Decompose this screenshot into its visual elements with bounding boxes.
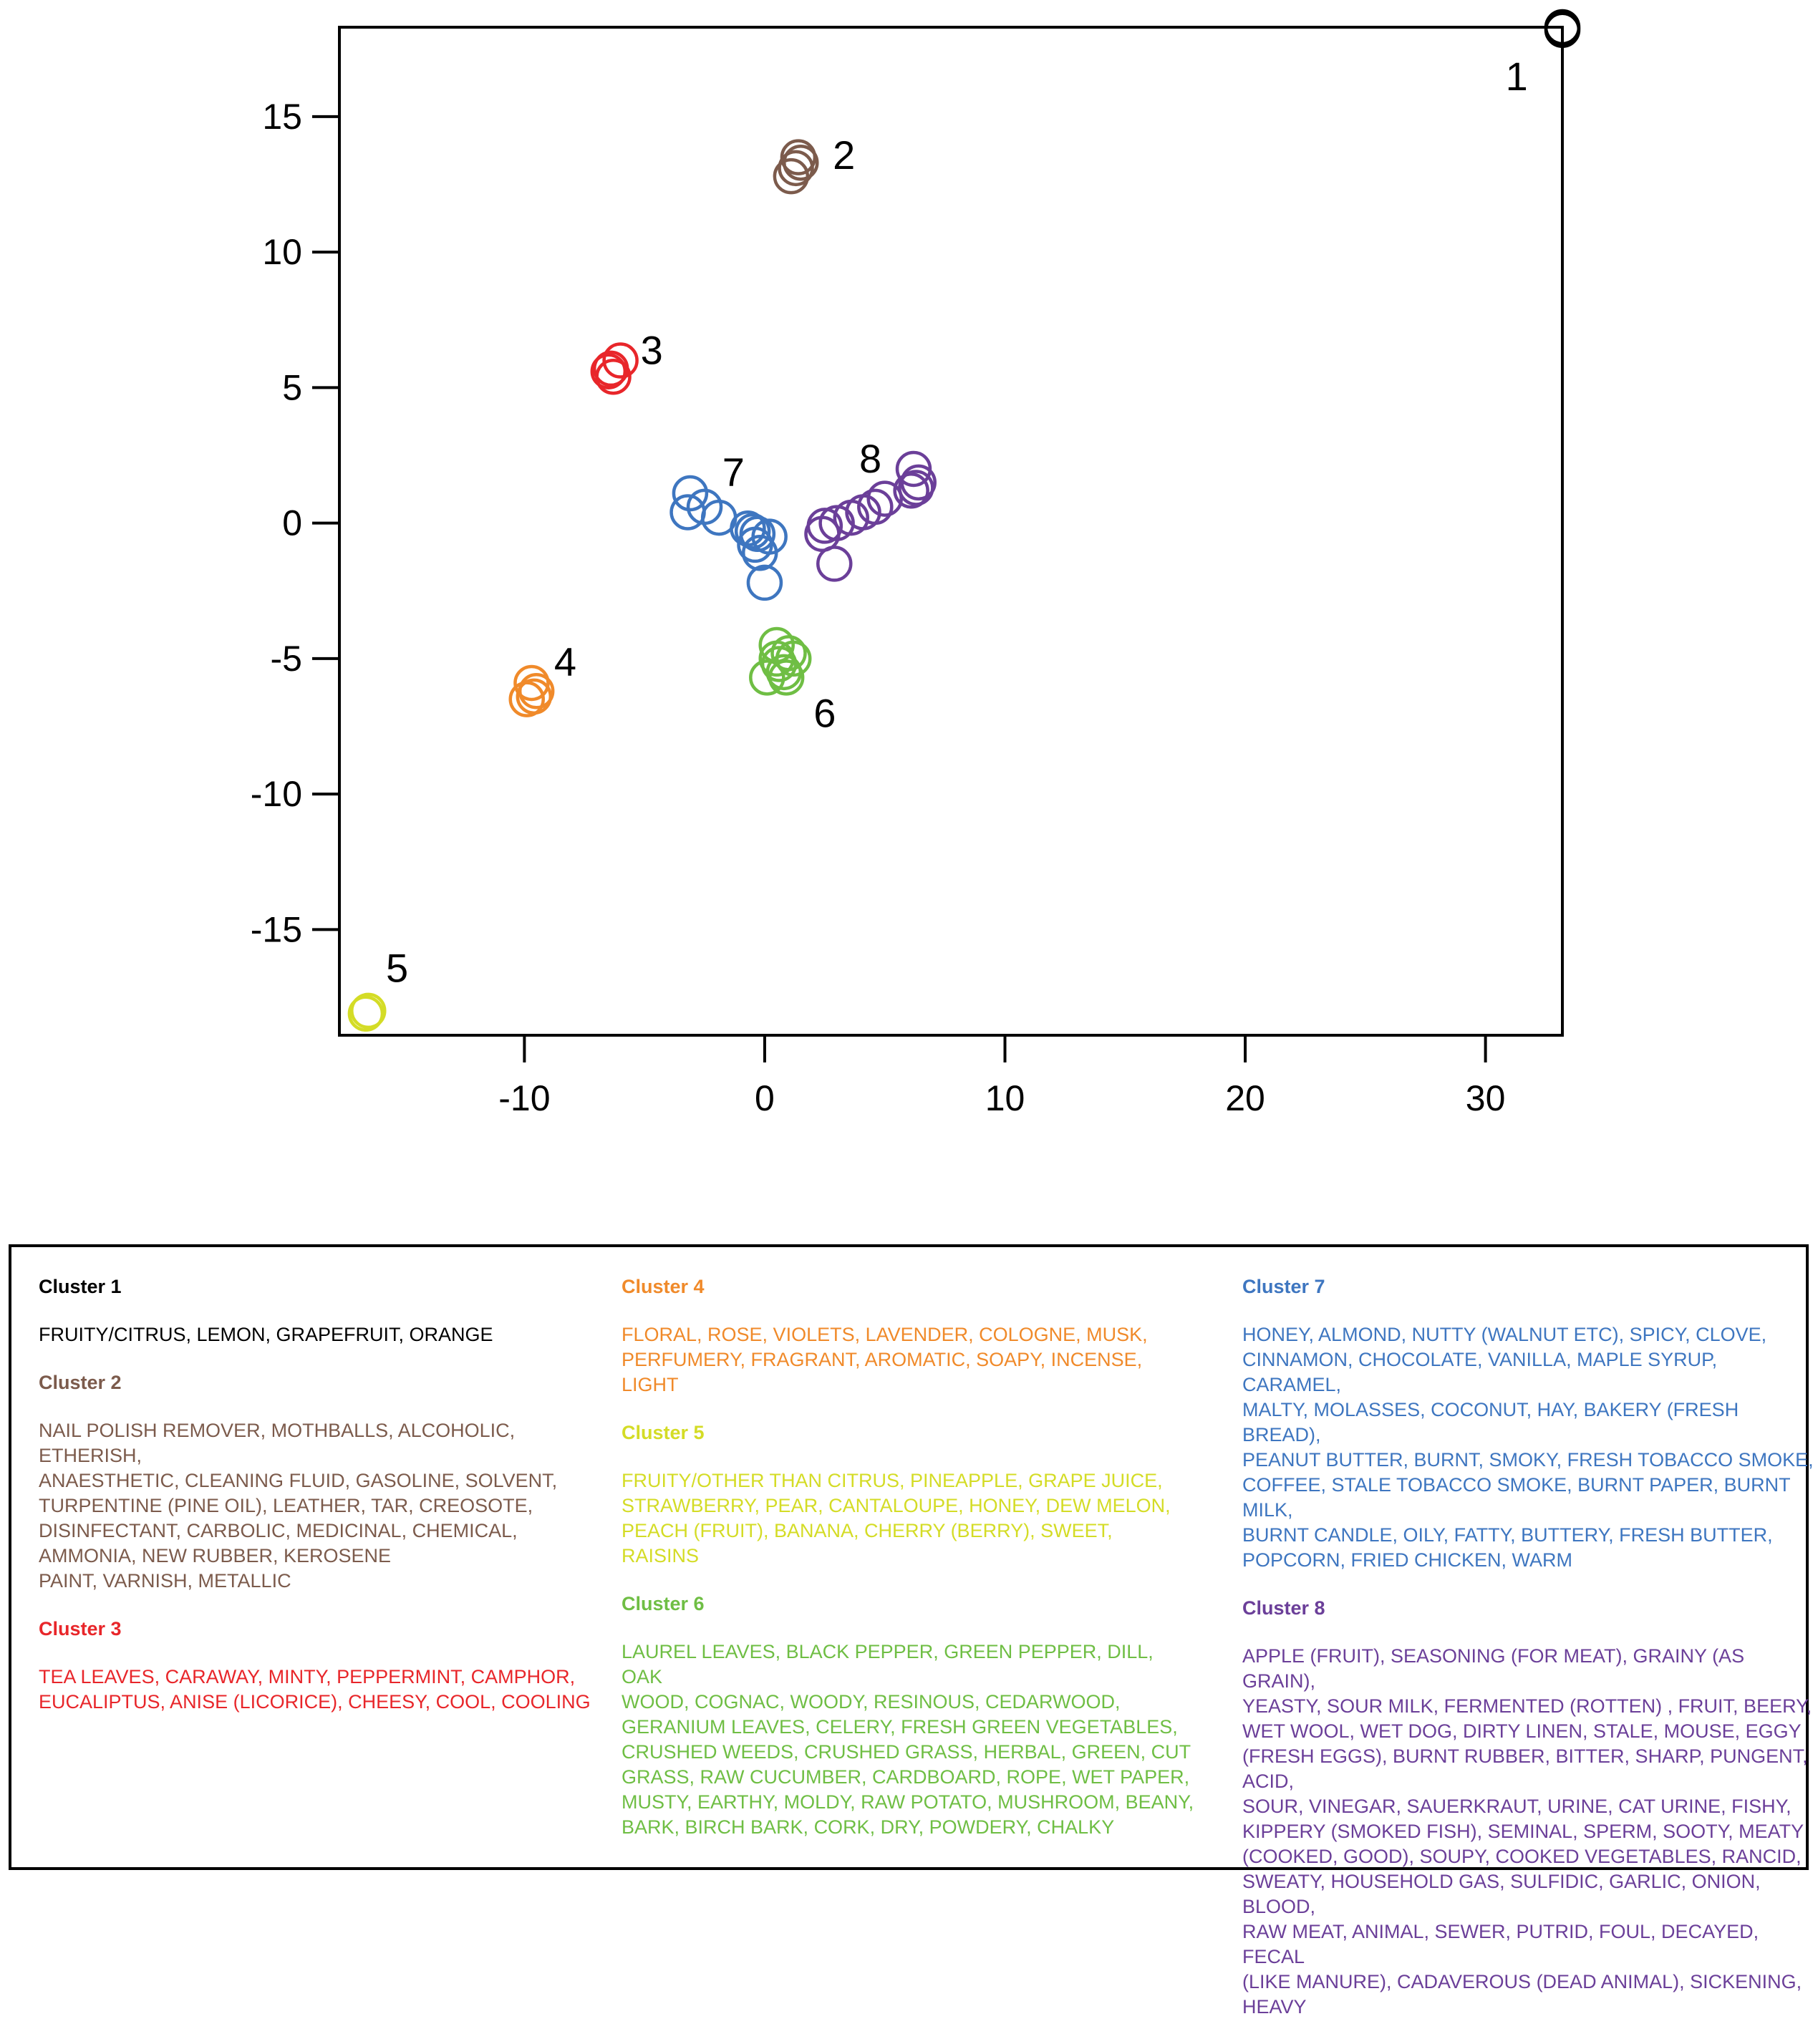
y-tick-label: -10 [251, 774, 302, 814]
cluster-label-3: 3 [641, 327, 663, 372]
cluster-1-point [1544, 11, 1581, 49]
legend-entry-title: Cluster 4 [622, 1276, 705, 1297]
legend-entry-title: Cluster 5 [622, 1422, 705, 1443]
cluster-6-point [749, 659, 785, 696]
y-tick-label: -5 [271, 639, 302, 679]
y-tick-label: 10 [262, 232, 302, 272]
x-tick-label: 0 [755, 1078, 775, 1118]
cluster-label-8: 8 [859, 436, 881, 481]
cluster-7-point [734, 513, 771, 550]
legend-entry: Cluster 7 HONEY, ALMOND, NUTTY (WALNUT ET… [1242, 1276, 1815, 1573]
x-tick-label: 20 [1225, 1078, 1265, 1118]
legend-entry-title: Cluster 3 [39, 1618, 122, 1639]
cluster-3-point [592, 350, 629, 387]
legend-entry-descriptors: LAUREL LEAVES, BLACK PEPPER, GREEN PEPPE… [622, 1641, 1194, 1838]
y-tick-label: -15 [251, 909, 302, 949]
cluster-8-point [833, 499, 869, 536]
legend-entry: Cluster 5 FRUITY/OTHER THAN CITRUS, PINEA… [622, 1422, 1194, 1569]
cluster-7-point [730, 510, 766, 547]
cluster-7-point [746, 564, 783, 601]
cluster-legend: Cluster 1 FRUITY/CITRUS, LEMON, GRAPEFRUI… [9, 1244, 1814, 2018]
cluster-label-5: 5 [386, 945, 408, 990]
plot-frame [338, 26, 1564, 1037]
legend-entry-descriptors: NAIL POLISH REMOVER, MOTHBALLS, ALCOHOLI… [39, 1420, 558, 1592]
cluster-8-point [893, 472, 929, 509]
cluster-5-point [350, 992, 387, 1030]
legend-entry-descriptors: APPLE (FRUIT), SEASONING (FOR MEAT), GRA… [1242, 1645, 1812, 2018]
y-tick-label: 15 [262, 97, 302, 137]
cluster-3-point [590, 353, 627, 389]
legend-entry: Cluster 2 NAIL POLISH REMOVER, MOTHBALLS,… [39, 1372, 611, 1594]
cluster-2-point [773, 158, 810, 195]
legend-entry-descriptors: FRUITY/CITRUS, LEMON, GRAPEFRUIT, ORANGE [39, 1324, 493, 1345]
cluster-label-1: 1 [1506, 54, 1528, 99]
legend-entry: Cluster 4 FLORAL, ROSE, VIOLETS, LAVENDER… [622, 1276, 1194, 1398]
scatter-chart: -10 0 10 20 30 -15 -10 -5 0 5 10 15 1 2 3 4 5 6 7 8 [251, 9, 1581, 1118]
cluster-2-point [778, 150, 814, 187]
legend-entry-title: Cluster 2 [39, 1372, 122, 1393]
cluster-label-7: 7 [722, 450, 745, 495]
legend-entry: Cluster 8 APPLE (FRUIT), SEASONING (FOR M… [1242, 1597, 1815, 2020]
cluster-4-point [518, 673, 555, 709]
cluster-label-2: 2 [833, 132, 855, 178]
cluster-label-4: 4 [554, 639, 576, 684]
cluster-number-labels: 1 2 3 4 5 6 7 8 [386, 54, 1528, 990]
legend-entry-descriptors: TEA LEAVES, CARAWAY, MINTY, PEPPERMINT, … [39, 1666, 591, 1713]
cluster-label-6: 6 [813, 691, 836, 736]
cluster-7-point [741, 535, 778, 571]
legend-entry-title: Cluster 6 [622, 1593, 705, 1614]
legend-column-1: Cluster 1 FRUITY/CITRUS, LEMON, GRAPEFRUI… [39, 1276, 611, 1739]
cluster-7-point [737, 526, 773, 563]
legend-entry-descriptors: FRUITY/OTHER THAN CITRUS, PINEAPPLE, GRA… [622, 1470, 1171, 1566]
cluster-6-point [758, 640, 795, 677]
legend-entry: Cluster 6 LAUREL LEAVES, BLACK PEPPER, GR… [622, 1593, 1194, 1840]
legend-entry-descriptors: HONEY, ALMOND, NUTTY (WALNUT ETC), SPICY… [1242, 1324, 1814, 1571]
cluster-4-point [508, 681, 545, 717]
cluster-8-point [866, 480, 903, 517]
cluster-5-point [347, 995, 385, 1032]
cluster-3-point [602, 342, 639, 379]
legend-column-2: Cluster 4 FLORAL, ROSE, VIOLETS, LAVENDER… [622, 1276, 1194, 1864]
x-tick-label: 30 [1466, 1078, 1506, 1118]
cluster-8-point [816, 546, 853, 582]
legend-entry-descriptors: FLORAL, ROSE, VIOLETS, LAVENDER, COLOGNE… [622, 1324, 1148, 1395]
y-tick-label: 5 [282, 367, 302, 407]
cluster-6-point [768, 659, 805, 696]
cluster-4-point [513, 664, 550, 702]
y-tick-label: 0 [282, 503, 302, 543]
legend-entry-title: Cluster 1 [39, 1276, 122, 1297]
legend-entry-title: Cluster 7 [1242, 1276, 1325, 1297]
x-tick-label: -10 [498, 1078, 550, 1118]
data-points [347, 9, 1581, 1032]
legend-entry-title: Cluster 8 [1242, 1597, 1325, 1619]
cluster-7-point [672, 475, 709, 512]
x-tick-label: 10 [985, 1078, 1025, 1118]
legend-entry: Cluster 1 FRUITY/CITRUS, LEMON, GRAPEFRUI… [39, 1276, 611, 1347]
legend-entry: Cluster 3 TEA LEAVES, CARAWAY, MINTY, PEP… [39, 1618, 611, 1715]
legend-column-3: Cluster 7 HONEY, ALMOND, NUTTY (WALNUT ET… [1242, 1276, 1815, 2044]
cluster-8-point [898, 470, 934, 506]
